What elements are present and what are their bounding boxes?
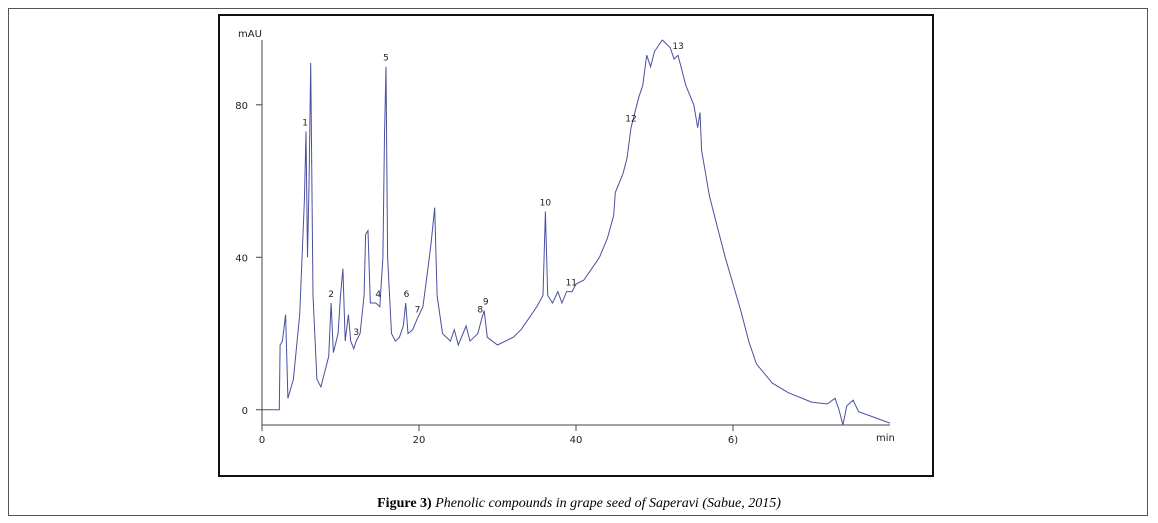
y-tick-label: 80 [235,101,248,112]
peak-label: 4 [375,290,381,300]
x-tick-label: 40 [570,435,583,446]
y-tick-label: 40 [235,253,248,264]
peak-label: 6 [404,290,410,300]
chart-frame [218,14,934,477]
figure-border [8,8,1148,516]
peak-label: 5 [383,54,389,64]
caption-label: Figure 3) [377,496,432,511]
peak-label: 7 [415,305,421,315]
peak-label: 1 [302,118,308,128]
x-axis-label: min [876,433,895,444]
figure-caption: Figure 3) Phenolic compounds in grape se… [0,496,1158,512]
y-tick-label: 0 [242,406,248,417]
peak-label: 2 [328,290,334,300]
peak-label: 13 [672,42,683,52]
chromatogram-trace [262,39,891,426]
peak-label: 8 [477,305,483,315]
peak-label: 3 [353,328,359,338]
caption-text: Phenolic compounds in grape seed of Sape… [435,496,781,511]
peak-label: 12 [625,115,636,125]
x-tick-label: 20 [413,435,426,446]
x-tick-label: 0 [259,435,265,446]
x-tick-label: 6) [728,435,738,446]
y-axis-label: mAU [238,29,262,40]
peak-label: 10 [540,199,552,209]
peak-label: 11 [566,279,577,289]
peak-label: 9 [483,298,489,308]
